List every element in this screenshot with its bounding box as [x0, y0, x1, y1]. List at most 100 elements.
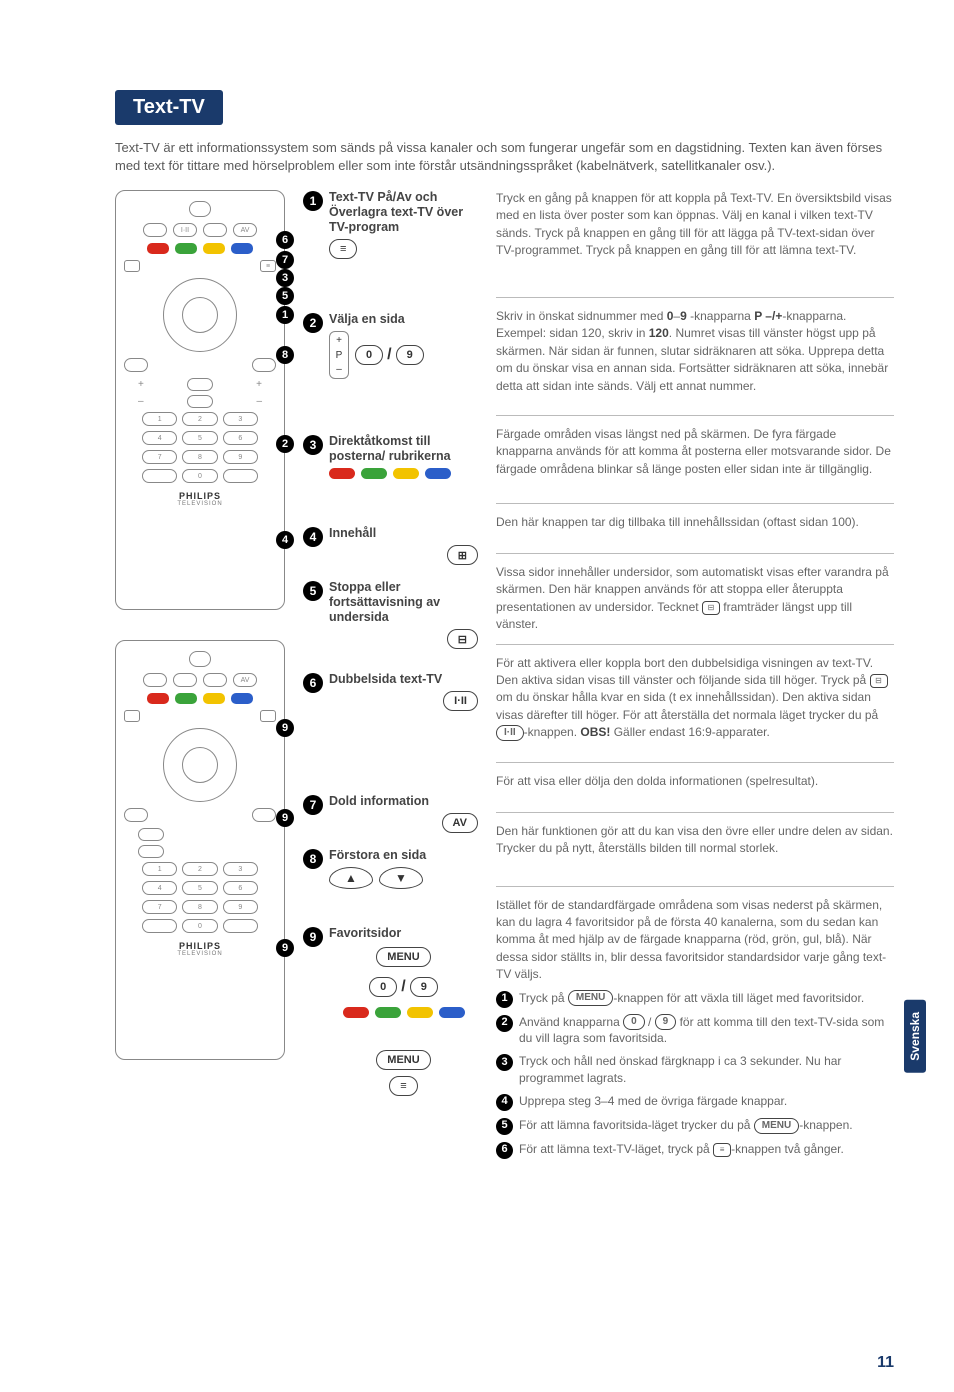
num-1[interactable]: 1: [142, 412, 177, 426]
num-6[interactable]: 6: [223, 881, 258, 895]
step-text: För att lämna text-TV-läget, tryck på ≡-…: [519, 1141, 894, 1158]
plus-icon: +: [256, 379, 262, 390]
step-text: Tryck på MENU-knappen för att växla till…: [519, 990, 894, 1007]
num-8[interactable]: 8: [182, 450, 217, 464]
num-0[interactable]: 0: [182, 469, 217, 483]
green-pill: [361, 468, 387, 479]
rbtn[interactable]: [124, 808, 148, 822]
func-number: 6: [303, 673, 323, 693]
power-button[interactable]: [189, 201, 211, 217]
num-5[interactable]: 5: [182, 881, 217, 895]
top-row: AV: [124, 673, 276, 687]
step-5: 5 För att lämna favoritsida-läget trycker…: [496, 1117, 894, 1135]
func-title: Innehåll: [329, 526, 478, 541]
top-row: I·II AV: [124, 223, 276, 237]
func-title: Stoppa eller fortsättavisning av undersi…: [329, 580, 478, 625]
smart-btn[interactable]: [138, 828, 164, 841]
sq-row: ≡: [124, 260, 276, 272]
step-text: För att lämna favoritsida-läget trycker …: [519, 1117, 894, 1134]
num-2[interactable]: 2: [182, 862, 217, 876]
blue-pill: [425, 468, 451, 479]
blue-button[interactable]: [231, 693, 253, 704]
smart-btn[interactable]: [187, 378, 213, 391]
digit-9: 9: [396, 345, 424, 365]
num-blank[interactable]: [223, 469, 258, 483]
num-9[interactable]: 9: [223, 450, 258, 464]
func-number: 5: [303, 581, 323, 601]
red-pill: [329, 468, 355, 479]
rbtn[interactable]: [143, 673, 167, 687]
step-3: 3Tryck och håll ned önskad färgknapp i c…: [496, 1053, 894, 1087]
step-number: 1: [496, 991, 513, 1008]
desc-1: Tryck en gång på knappen för att koppla …: [496, 190, 894, 298]
yellow-button[interactable]: [203, 243, 225, 254]
red-button[interactable]: [147, 693, 169, 704]
num-3[interactable]: 3: [223, 862, 258, 876]
rbtn[interactable]: AV: [233, 673, 257, 687]
main-layout: I·II AV ≡ +: [115, 190, 894, 1180]
num-7[interactable]: 7: [142, 900, 177, 914]
step-number: 5: [496, 1118, 513, 1135]
num-8[interactable]: 8: [182, 900, 217, 914]
smart-row: + +: [124, 378, 276, 391]
page-title: Text-TV: [115, 90, 223, 125]
num-7[interactable]: 7: [142, 450, 177, 464]
callout-2: 2: [276, 435, 294, 453]
rbtn[interactable]: AV: [233, 223, 257, 237]
yellow-button[interactable]: [203, 693, 225, 704]
callout-9: 9: [276, 719, 294, 737]
smart-btn[interactable]: [138, 845, 164, 858]
rbtn[interactable]: [252, 358, 276, 372]
digit-0: 0: [369, 977, 397, 997]
num-blank[interactable]: [142, 919, 177, 933]
callout-6: 6: [276, 231, 294, 249]
function-4: 4 Innehåll ⊞: [303, 526, 478, 566]
power-button[interactable]: [189, 651, 211, 667]
num-4[interactable]: 4: [142, 431, 177, 445]
minus-icon: –: [138, 396, 144, 407]
blue-button[interactable]: [231, 243, 253, 254]
num-1[interactable]: 1: [142, 862, 177, 876]
func-title: Direktåtkomst till posterna/ rubrikerna: [329, 434, 478, 464]
rbtn[interactable]: [252, 808, 276, 822]
num-4[interactable]: 4: [142, 881, 177, 895]
green-button[interactable]: [175, 243, 197, 254]
step-2: 2Använd knapparna 0 / 9 för att komma ti…: [496, 1014, 894, 1048]
callout-1: 1: [276, 306, 294, 324]
rbtn[interactable]: [143, 223, 167, 237]
rbtn[interactable]: [203, 223, 227, 237]
rbtn[interactable]: [173, 673, 197, 687]
func-number: 7: [303, 795, 323, 815]
desc-9: Istället för de standardfärgade områdena…: [496, 897, 894, 1169]
nav-disc[interactable]: [163, 728, 237, 802]
smart-btn[interactable]: [187, 395, 213, 408]
green-button[interactable]: [175, 693, 197, 704]
remote-column: I·II AV ≡ +: [115, 190, 285, 1180]
num-9[interactable]: 9: [223, 900, 258, 914]
sq-btn[interactable]: [124, 710, 140, 722]
sq-btn[interactable]: [260, 710, 276, 722]
rbtn[interactable]: [203, 673, 227, 687]
step-4: 4Upprepa steg 3–4 med de övriga färgade …: [496, 1093, 894, 1111]
sq-row: [124, 710, 276, 722]
sq-btn[interactable]: [124, 260, 140, 272]
num-blank[interactable]: [142, 469, 177, 483]
rbtn[interactable]: I·II: [173, 223, 197, 237]
num-5[interactable]: 5: [182, 431, 217, 445]
step-1: 1 Tryck på MENU-knappen för att växla til…: [496, 990, 894, 1008]
rbtn[interactable]: [124, 358, 148, 372]
num-2[interactable]: 2: [182, 412, 217, 426]
red-button[interactable]: [147, 243, 169, 254]
num-blank[interactable]: [223, 919, 258, 933]
step-6: 6För att lämna text-TV-läget, tryck på ≡…: [496, 1141, 894, 1159]
num-3[interactable]: 3: [223, 412, 258, 426]
callout-4: 4: [276, 531, 294, 549]
callout-7: 7: [276, 251, 294, 269]
func-number: 9: [303, 927, 323, 947]
callout-3: 3: [276, 269, 294, 287]
sq-btn[interactable]: ≡: [260, 260, 276, 272]
mute-row: [124, 808, 276, 822]
num-6[interactable]: 6: [223, 431, 258, 445]
num-0[interactable]: 0: [182, 919, 217, 933]
nav-disc[interactable]: [163, 278, 237, 352]
